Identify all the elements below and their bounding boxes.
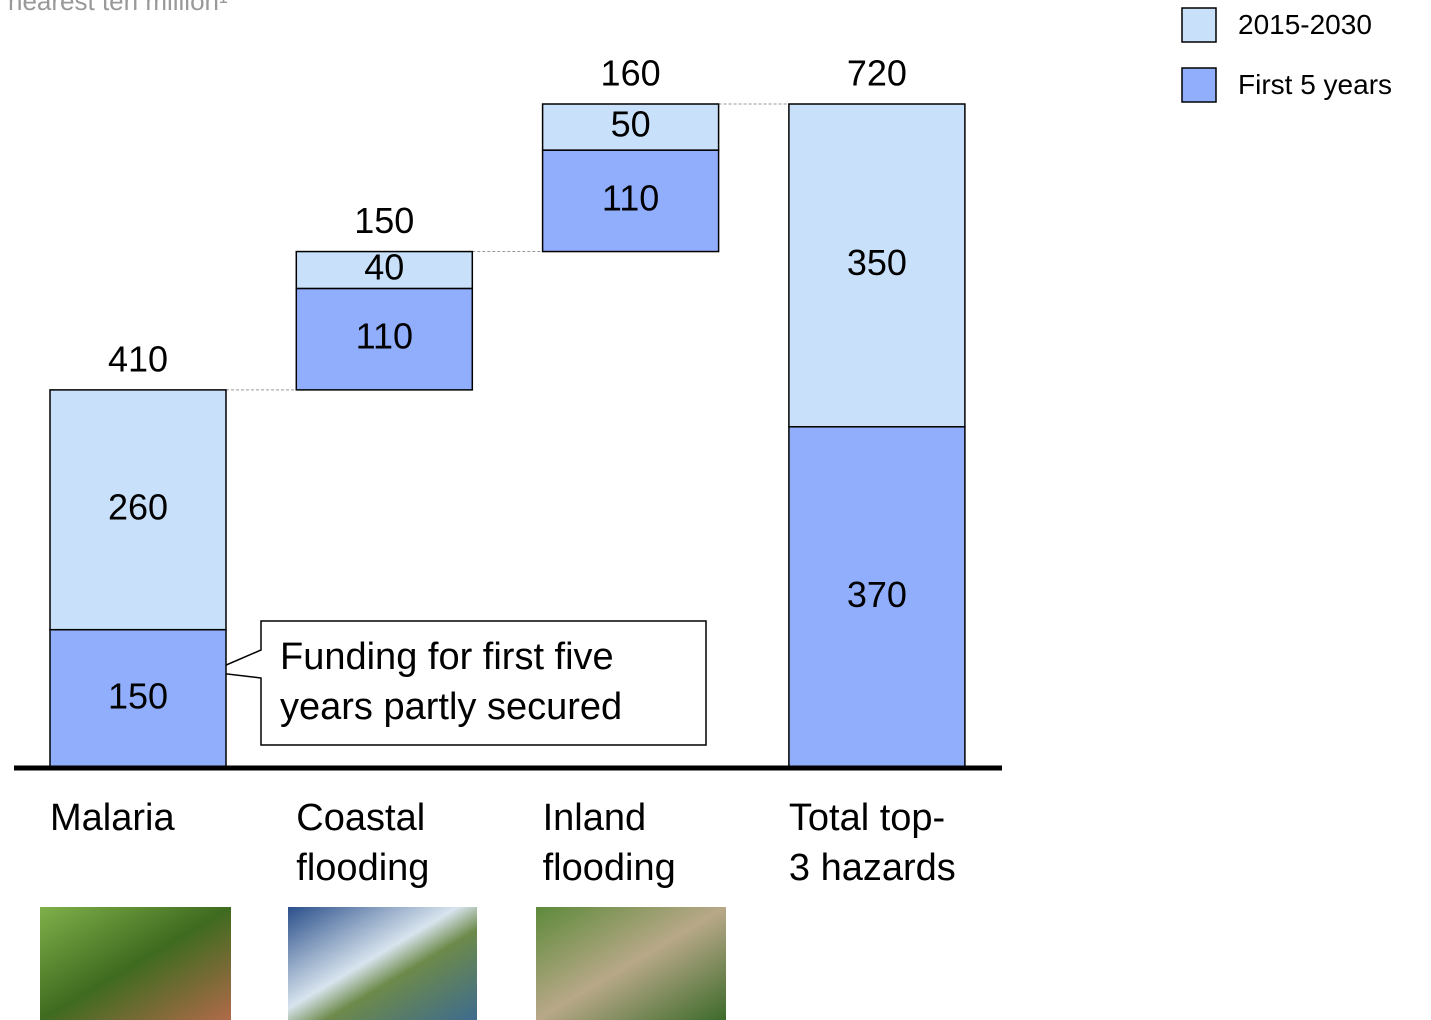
bar-segment (788, 103, 966, 428)
legend-swatch (1181, 67, 1217, 103)
callout-box (207, 620, 707, 746)
value-label: 110 (602, 177, 659, 218)
annotation: Funding for first five years partly secu… (280, 636, 623, 728)
legend-label: First 5 years (1238, 69, 1393, 100)
value-label: 150 (108, 675, 168, 716)
bar-segment (49, 389, 227, 631)
bar-segment (295, 250, 474, 290)
category-label: Malaria (50, 797, 175, 839)
bar-segment (541, 103, 720, 151)
value-label: 110 (356, 316, 413, 357)
value-label: 260 (108, 486, 168, 527)
category-label: Coastal flooding (296, 797, 430, 889)
total-label: 410 (108, 338, 168, 379)
total-label: 150 (354, 200, 414, 241)
value-label: 50 (611, 104, 651, 145)
bar-segment (295, 287, 474, 391)
category-label: Inland flooding (542, 797, 676, 889)
photo (288, 907, 477, 1020)
value-label: 40 (364, 247, 404, 288)
legend-swatch (1181, 7, 1217, 43)
total-label: 160 (601, 53, 661, 94)
bar-segment (541, 149, 720, 253)
subtitle: nearest ten million¹ (8, 0, 228, 16)
value-label: 350 (847, 242, 907, 283)
value-label: 370 (847, 574, 907, 615)
photo (536, 907, 726, 1020)
category-label: Total top- 3 hazards (788, 797, 956, 889)
photo (40, 907, 231, 1020)
bar-segment (788, 426, 966, 769)
legend-label: 2015-2030 (1238, 9, 1372, 40)
total-label: 720 (847, 53, 907, 94)
